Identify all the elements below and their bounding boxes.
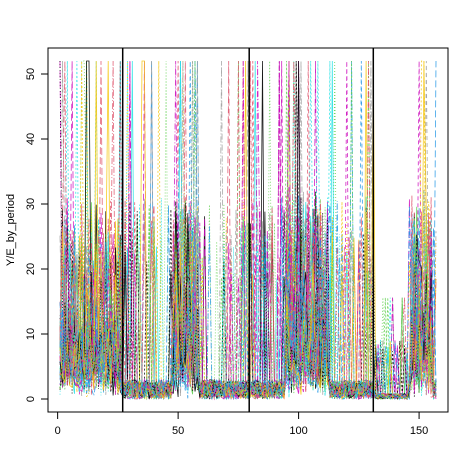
y-tick-label: 30 [25, 198, 37, 210]
y-tick-label: 50 [25, 68, 37, 80]
y-tick-label: 20 [25, 263, 37, 275]
y-axis: 0 10 20 30 40 50 [25, 68, 48, 402]
x-tick-label: 150 [410, 425, 428, 437]
x-tick-label: 100 [289, 425, 307, 437]
y-tick-label: 10 [25, 328, 37, 340]
y-tick-label: 0 [25, 396, 37, 402]
series-layer [59, 60, 437, 401]
period-divider-layer [121, 48, 375, 412]
y-axis-label: Y/E_by_period [5, 194, 17, 266]
x-axis: 0 50 100 150 [55, 412, 428, 437]
plot-frame [47, 47, 449, 413]
y-tick-label: 40 [25, 133, 37, 145]
x-tick-label: 0 [55, 425, 61, 437]
x-tick-label: 50 [172, 425, 184, 437]
